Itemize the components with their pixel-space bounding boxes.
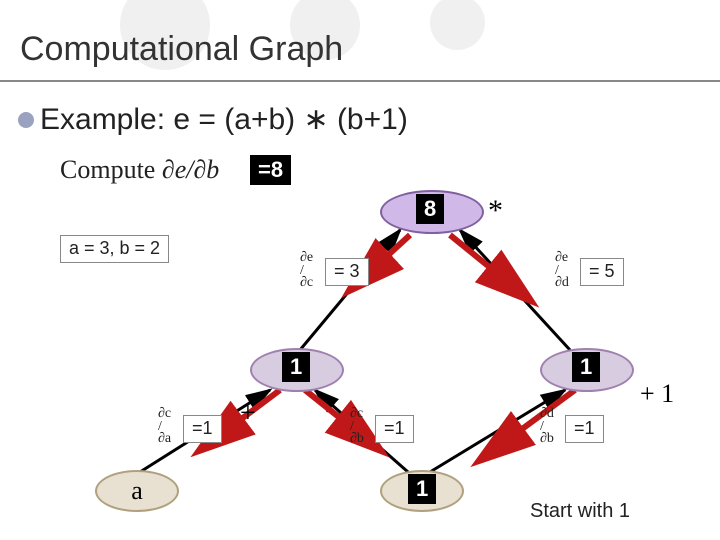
node-top: 8 — [380, 190, 484, 234]
node-a-label: a — [131, 476, 143, 505]
compute-deriv: ∂e/∂b — [162, 155, 219, 184]
de-dd-frac: ∂e / ∂d — [555, 252, 569, 290]
node-left-op: + — [240, 400, 256, 428]
example-line: Example: e = (a+b) ∗ (b+1) — [40, 102, 408, 137]
node-left-value: 1 — [282, 352, 310, 382]
dd-db-val: =1 — [565, 415, 604, 443]
dc-db-frac: ∂c / ∂b — [350, 408, 364, 446]
dc-da-val: =1 — [183, 415, 222, 443]
givens-box: a = 3, b = 2 — [60, 235, 169, 263]
node-top-op: * — [488, 196, 503, 226]
node-b-value: 1 — [408, 474, 436, 504]
de-dc-val: = 3 — [325, 258, 369, 286]
divider — [0, 80, 720, 82]
node-left: 1 — [250, 348, 344, 392]
dc-da-frac: ∂c / ∂a — [158, 408, 171, 446]
compute-label: Compute ∂e/∂b — [60, 155, 219, 185]
node-right-value: 1 — [572, 352, 600, 382]
page-title: Computational Graph — [20, 30, 343, 69]
de-dd-val: = 5 — [580, 258, 624, 286]
node-top-value: 8 — [416, 194, 444, 224]
node-a: a — [95, 470, 179, 512]
de-dc-frac: ∂e / ∂c — [300, 252, 313, 290]
compute-word: Compute — [60, 155, 155, 184]
bg-circle — [430, 0, 485, 50]
node-b: 1 — [380, 470, 464, 512]
start-label: Start with 1 — [530, 500, 630, 523]
node-right-op: + 1 — [640, 380, 674, 409]
node-right: 1 — [540, 348, 634, 392]
bullet-icon — [18, 112, 34, 128]
dd-db-frac: ∂d / ∂b — [540, 408, 554, 446]
result-box: =8 — [250, 155, 291, 185]
dc-db-val: =1 — [375, 415, 414, 443]
